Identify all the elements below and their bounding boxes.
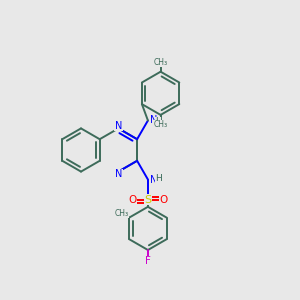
Text: CH₃: CH₃ — [114, 208, 128, 217]
Text: F: F — [145, 256, 151, 266]
Text: N: N — [150, 175, 157, 184]
Text: O: O — [160, 195, 168, 205]
Text: O: O — [128, 195, 136, 205]
Text: CH₃: CH₃ — [154, 58, 168, 67]
Text: CH₃: CH₃ — [154, 120, 168, 129]
Text: N: N — [115, 169, 122, 179]
Text: S: S — [144, 195, 152, 205]
Text: H: H — [155, 118, 162, 127]
Text: N: N — [150, 116, 157, 125]
Text: N: N — [115, 121, 122, 131]
Text: H: H — [155, 173, 162, 182]
